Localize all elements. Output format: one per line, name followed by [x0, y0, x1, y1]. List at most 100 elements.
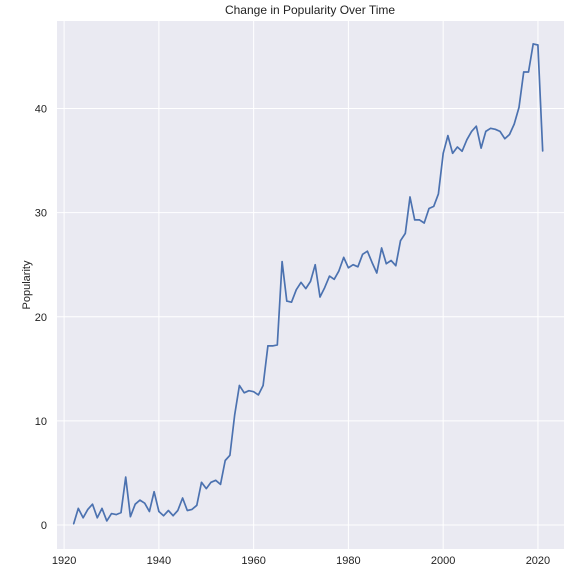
data-point — [106, 520, 107, 521]
data-point — [253, 391, 254, 392]
data-point — [310, 281, 311, 282]
y-tick-label: 10 — [35, 416, 47, 428]
data-point — [267, 345, 268, 346]
data-point — [381, 247, 382, 248]
data-point — [120, 512, 121, 513]
data-point — [447, 135, 448, 136]
data-point — [158, 511, 159, 512]
data-point — [182, 497, 183, 498]
data-point — [357, 266, 358, 267]
data-point — [499, 131, 500, 132]
data-point — [73, 523, 74, 524]
data-point — [409, 196, 410, 197]
data-point — [405, 233, 406, 234]
data-point — [305, 288, 306, 289]
data-point — [438, 193, 439, 194]
data-point — [201, 482, 202, 483]
data-point — [533, 43, 534, 44]
data-point — [504, 138, 505, 139]
data-point — [523, 71, 524, 72]
data-point — [348, 267, 349, 268]
y-tick-label: 20 — [35, 312, 47, 324]
y-tick-label: 0 — [41, 520, 47, 532]
data-point — [296, 289, 297, 290]
data-point — [334, 279, 335, 280]
data-point — [509, 134, 510, 135]
data-point — [234, 414, 235, 415]
data-point — [457, 146, 458, 147]
data-point — [329, 276, 330, 277]
data-point — [481, 148, 482, 149]
data-point — [343, 257, 344, 258]
data-point — [319, 296, 320, 297]
data-point — [324, 287, 325, 288]
data-point — [258, 394, 259, 395]
x-tick-label: 2020 — [526, 555, 550, 567]
data-point — [168, 510, 169, 511]
data-point — [466, 139, 467, 140]
y-tick-label: 30 — [35, 208, 47, 220]
data-point — [83, 517, 84, 518]
x-tick-label: 2000 — [431, 555, 455, 567]
data-point — [528, 71, 529, 72]
data-point — [372, 262, 373, 263]
data-point — [414, 219, 415, 220]
data-point — [220, 484, 221, 485]
data-point — [177, 510, 178, 511]
data-point — [111, 513, 112, 514]
data-point — [125, 477, 126, 478]
data-point — [518, 107, 519, 108]
data-point — [163, 515, 164, 516]
data-point — [495, 129, 496, 130]
data-point — [173, 515, 174, 516]
data-point — [239, 385, 240, 386]
data-point — [433, 206, 434, 207]
plot-area — [57, 21, 564, 549]
x-axis-ticks: 1920 1940 1960 1980 2000 2020 — [52, 555, 550, 567]
data-point — [196, 505, 197, 506]
x-tick-label: 1940 — [147, 555, 171, 567]
data-point — [514, 124, 515, 125]
data-point — [206, 488, 207, 489]
data-point — [443, 153, 444, 154]
data-point — [476, 126, 477, 127]
data-point — [191, 509, 192, 510]
data-point — [272, 345, 273, 346]
data-point — [291, 302, 292, 303]
data-point — [490, 128, 491, 129]
data-point — [229, 455, 230, 456]
data-point — [386, 263, 387, 264]
data-point — [149, 511, 150, 512]
data-point — [187, 510, 188, 511]
data-point — [338, 270, 339, 271]
y-axis-label: Popularity — [21, 260, 33, 309]
data-point — [485, 131, 486, 132]
y-tick-label: 40 — [35, 103, 47, 115]
x-tick-label: 1960 — [241, 555, 265, 567]
data-point — [424, 222, 425, 223]
data-point — [286, 301, 287, 302]
data-point — [135, 504, 136, 505]
data-point — [215, 480, 216, 481]
data-point — [248, 390, 249, 391]
data-point — [144, 503, 145, 504]
data-point — [471, 131, 472, 132]
data-point — [315, 264, 316, 265]
data-point — [353, 264, 354, 265]
data-point — [97, 517, 98, 518]
x-tick-label: 1920 — [52, 555, 76, 567]
data-point — [395, 265, 396, 266]
data-point — [263, 385, 264, 386]
data-point — [537, 44, 538, 45]
x-tick-label: 1980 — [336, 555, 360, 567]
data-point — [282, 261, 283, 262]
data-point — [462, 151, 463, 152]
data-point — [139, 500, 140, 501]
chart-title: Change in Popularity Over Time — [225, 3, 395, 17]
data-point — [244, 392, 245, 393]
data-point — [154, 491, 155, 492]
data-point — [78, 508, 79, 509]
data-point — [300, 282, 301, 283]
y-axis-ticks: 0 10 20 30 40 — [35, 103, 47, 532]
